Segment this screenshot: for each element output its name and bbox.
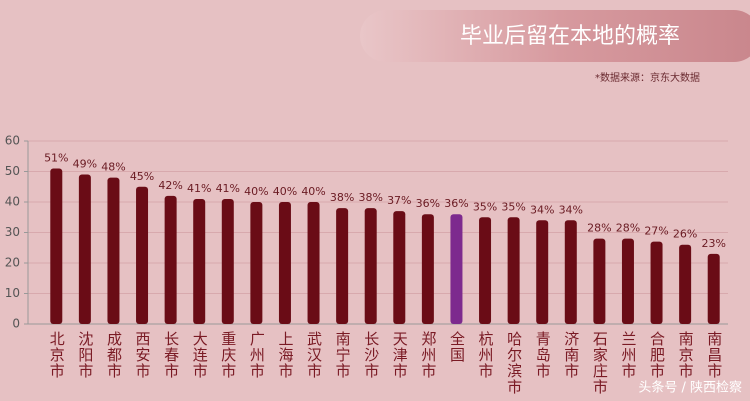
x-tick-label: 哈尔滨市 <box>505 331 523 395</box>
x-tick-label: 青岛市 <box>534 331 552 379</box>
x-tick-label: 重庆市 <box>219 331 237 379</box>
x-tick-label: 沈阳市 <box>76 331 94 379</box>
title-banner <box>360 10 750 62</box>
x-tick-label: 全国 <box>448 330 466 363</box>
value-label: 27% <box>644 225 668 238</box>
x-tick-label: 北京市 <box>48 331 66 379</box>
value-label: 34% <box>530 203 554 216</box>
value-label: 34% <box>559 203 583 216</box>
value-label: 35% <box>473 200 497 213</box>
x-tick-label: 南昌市 <box>705 331 723 379</box>
bar <box>307 202 320 324</box>
bar <box>278 202 291 324</box>
x-tick-label: 石家庄市 <box>591 331 609 395</box>
x-tick-label: 南宁市 <box>334 331 352 379</box>
x-tick-label: 郑州市 <box>419 331 437 379</box>
y-tick-label: 0 <box>12 317 20 331</box>
source: *数据来源：京东大数据 <box>595 71 700 84</box>
bar <box>479 217 492 324</box>
x-tick-label: 武汉市 <box>305 331 323 379</box>
value-label: 40% <box>301 185 325 198</box>
x-tick-label: 广州市 <box>248 331 266 379</box>
value-label: 41% <box>216 182 240 195</box>
y-tick-label: 60 <box>5 134 20 148</box>
chart-title: 毕业后留在本地的概率 <box>460 24 680 49</box>
bar <box>193 198 206 324</box>
bar <box>621 238 634 324</box>
bar <box>221 198 234 324</box>
x-tick-label: 合肥市 <box>648 331 666 379</box>
value-label: 40% <box>273 185 297 198</box>
value-label: 38% <box>330 191 354 204</box>
bar <box>50 168 63 324</box>
bar <box>250 202 263 324</box>
value-label: 35% <box>501 200 525 213</box>
bar <box>564 220 577 324</box>
value-label: 37% <box>387 194 411 207</box>
bar <box>679 244 692 324</box>
y-tick-label: 30 <box>5 225 20 239</box>
value-label: 36% <box>444 197 468 210</box>
x-tick-label: 大连市 <box>191 331 209 379</box>
value-label: 28% <box>587 222 611 235</box>
x-tick-label: 西安市 <box>134 331 152 379</box>
x-tick-label: 南京市 <box>677 331 695 379</box>
bar <box>507 217 520 324</box>
bar <box>164 195 177 324</box>
x-tick-label: 兰州市 <box>619 331 637 379</box>
bar <box>336 208 349 324</box>
x-tick-label: 杭州市 <box>477 331 495 379</box>
value-label: 48% <box>101 161 125 174</box>
bar <box>107 177 120 324</box>
watermark: 头条号 / 陕西检察 <box>638 380 742 396</box>
y-tick-label: 40 <box>5 195 20 209</box>
y-tick-label: 50 <box>5 164 20 178</box>
bar <box>450 214 463 324</box>
value-label: 38% <box>358 191 382 204</box>
value-label: 51% <box>44 151 68 164</box>
value-label: 42% <box>158 179 182 192</box>
value-label: 23% <box>701 237 725 250</box>
bar <box>393 211 406 324</box>
value-label: 26% <box>673 228 697 241</box>
value-label: 28% <box>616 222 640 235</box>
value-label: 45% <box>130 170 154 183</box>
bar <box>593 238 606 324</box>
x-tick-label: 上海市 <box>276 331 294 379</box>
value-label: 36% <box>416 197 440 210</box>
x-tick-label: 济南市 <box>562 331 580 379</box>
bar <box>421 214 434 324</box>
y-tick-label: 20 <box>5 256 20 270</box>
x-tick-label: 天津市 <box>391 331 409 379</box>
bar <box>364 208 377 324</box>
x-tick-label: 成都市 <box>105 331 123 379</box>
value-label: 49% <box>73 158 97 171</box>
value-label: 41% <box>187 182 211 195</box>
bar <box>136 186 149 324</box>
bar <box>536 220 549 324</box>
x-tick-label: 长沙市 <box>362 331 380 379</box>
value-label: 40% <box>244 185 268 198</box>
bar <box>707 253 720 324</box>
bar <box>650 241 663 324</box>
x-tick-label: 长春市 <box>162 331 180 379</box>
bar <box>78 174 91 324</box>
y-tick-label: 10 <box>5 286 20 300</box>
